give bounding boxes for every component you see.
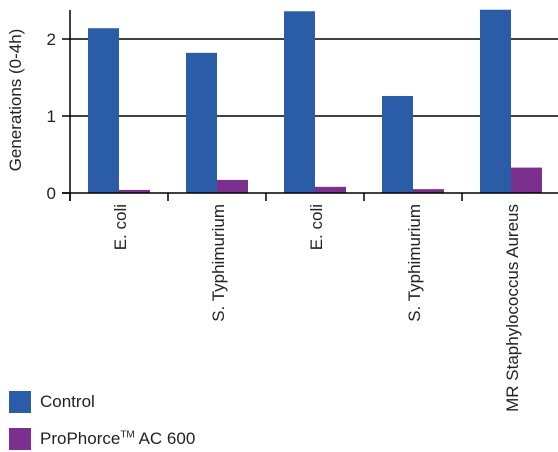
bar-prophorce	[119, 189, 150, 193]
bar-control	[88, 28, 119, 193]
x-category-label: E. coli	[111, 204, 130, 250]
bar-control	[186, 52, 217, 193]
y-tick-label: 0	[47, 184, 56, 203]
y-tick-label: 1	[47, 107, 56, 126]
bar-prophorce	[315, 186, 346, 193]
x-category-label: S. Typhimurium	[405, 204, 424, 322]
legend-swatch-control	[9, 391, 31, 413]
bar-prophorce	[511, 167, 542, 193]
x-category-label: E. coli	[307, 204, 326, 250]
x-category-label: MR Staphylococcus Aureus	[503, 204, 522, 412]
x-category-label: S. Typhimurium	[209, 204, 228, 322]
bar-control	[480, 9, 511, 193]
bar-prophorce	[217, 179, 248, 193]
legend-swatch-prophorce	[9, 428, 31, 450]
bar-control	[382, 95, 413, 193]
legend-label-control: Control	[40, 392, 95, 411]
y-axis-title: Generations (0-4h)	[6, 29, 25, 172]
legend-control: Control	[9, 391, 95, 413]
y-tick-label: 2	[47, 30, 56, 49]
bar-control	[284, 11, 315, 194]
bar-prophorce	[413, 189, 444, 193]
legend-prophorce: ProPhorceTM AC 600	[9, 428, 195, 450]
legend-label-prophorce: ProPhorceTM AC 600	[40, 429, 196, 448]
